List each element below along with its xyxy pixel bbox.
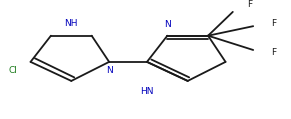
- Text: F: F: [247, 0, 253, 9]
- Text: HN: HN: [140, 87, 154, 96]
- Text: NH: NH: [65, 19, 78, 28]
- Text: F: F: [271, 19, 276, 28]
- Text: N: N: [106, 66, 113, 75]
- Text: Cl: Cl: [9, 66, 17, 75]
- Text: F: F: [271, 48, 276, 57]
- Text: N: N: [164, 20, 171, 29]
